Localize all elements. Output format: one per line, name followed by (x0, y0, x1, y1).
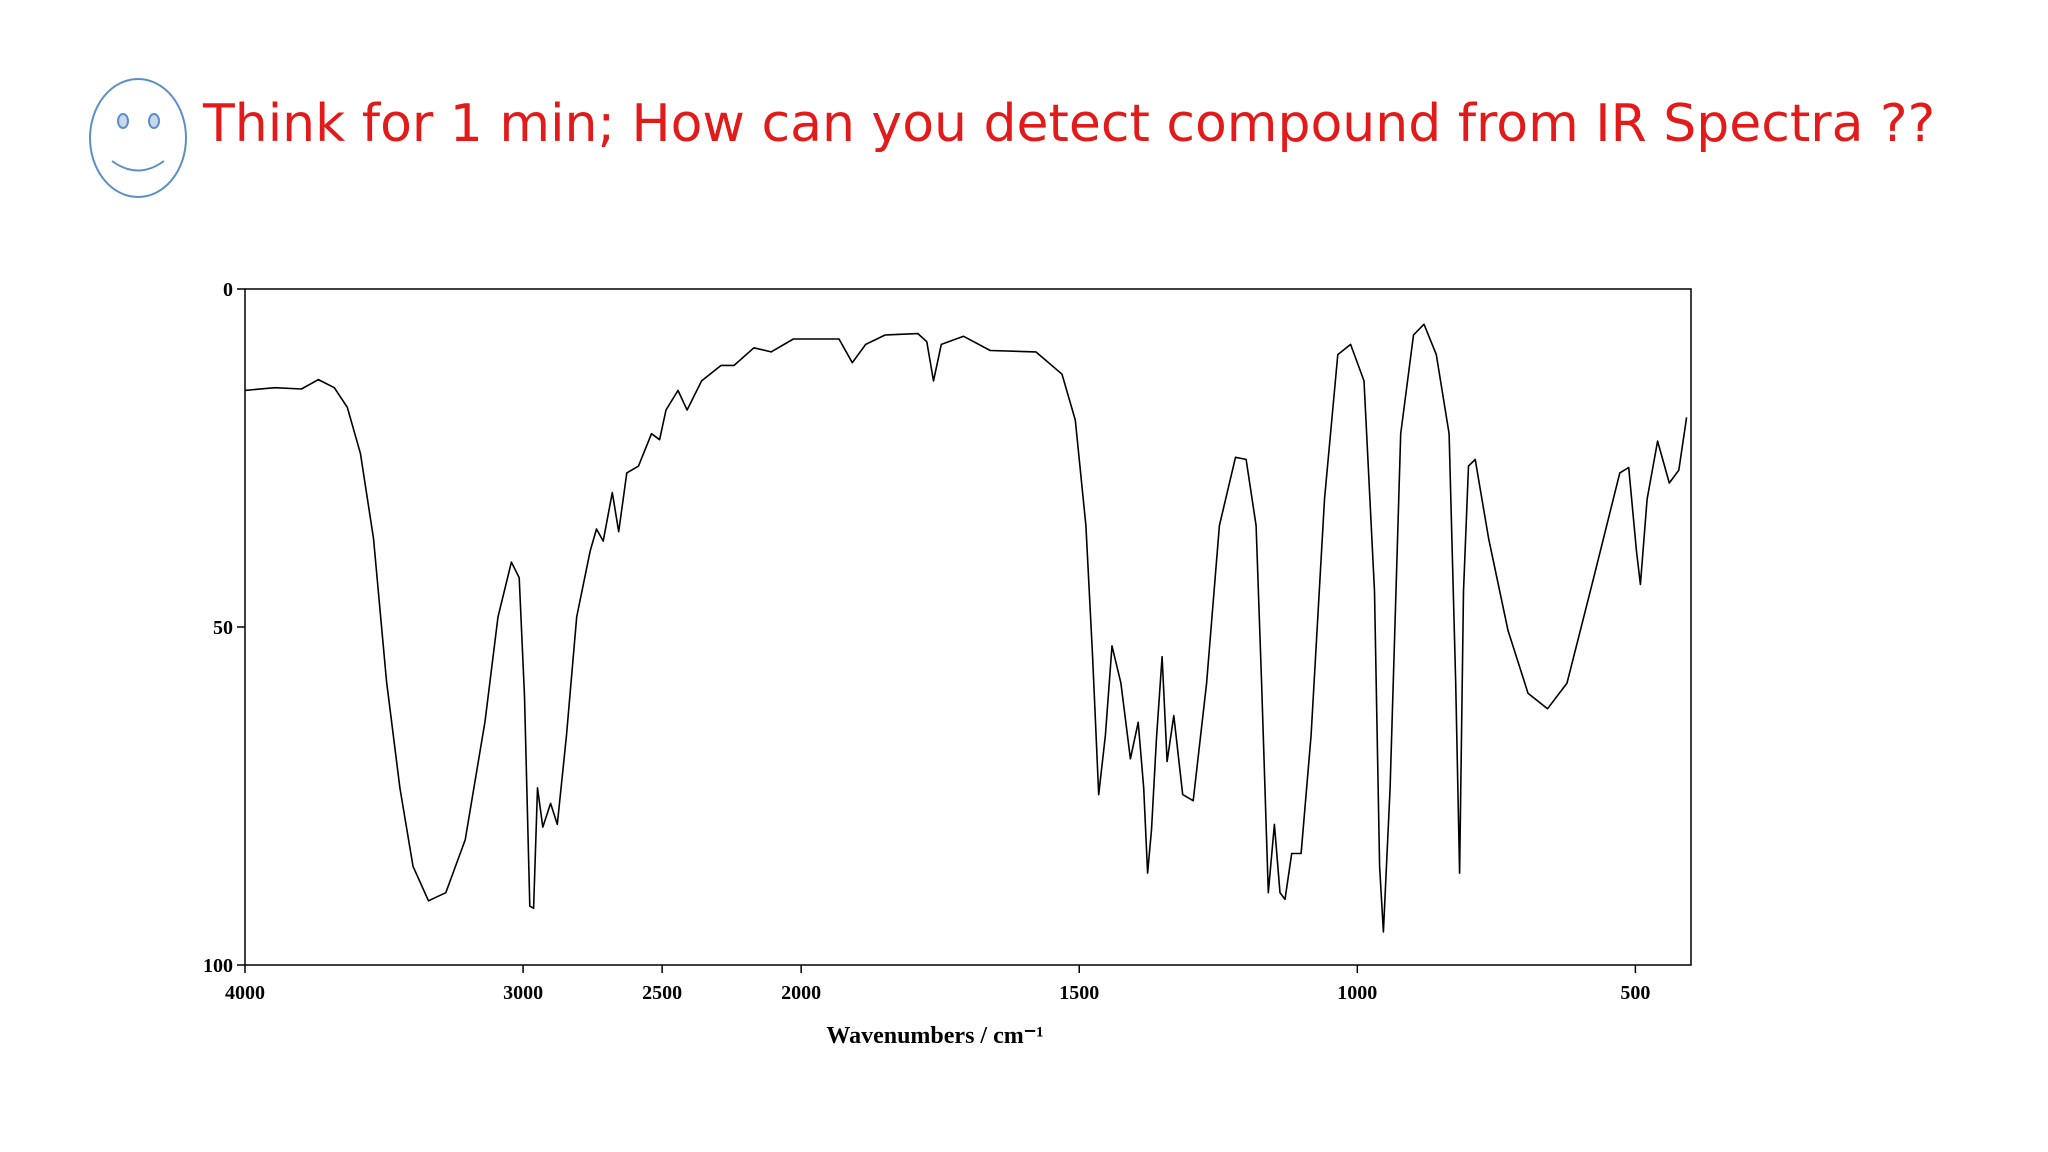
smiley-face (89, 78, 187, 198)
x-tick-label: 4000 (225, 982, 265, 1004)
x-tick-label: 1500 (1059, 982, 1099, 1004)
x-axis-label: Wavenumbers / cm⁻¹ (826, 1023, 1043, 1049)
x-tick-label: 1000 (1337, 982, 1377, 1004)
y-tick-label: 100 (203, 955, 233, 977)
x-tick-label: 500 (1620, 982, 1650, 1004)
x-tick-label: 3000 (503, 982, 543, 1004)
smiley-eye (148, 113, 160, 129)
smiley-mouth (111, 160, 165, 172)
smiley-eye (117, 113, 129, 129)
y-tick-label: 0 (223, 279, 233, 301)
x-tick-label: 2500 (642, 982, 682, 1004)
x-tick-label: 2000 (781, 982, 821, 1004)
y-tick-label: 50 (213, 617, 233, 639)
slide-title: Think for 1 min; How can you detect comp… (202, 94, 1935, 154)
smiley (89, 78, 187, 198)
spectrum-line (244, 323, 1688, 933)
